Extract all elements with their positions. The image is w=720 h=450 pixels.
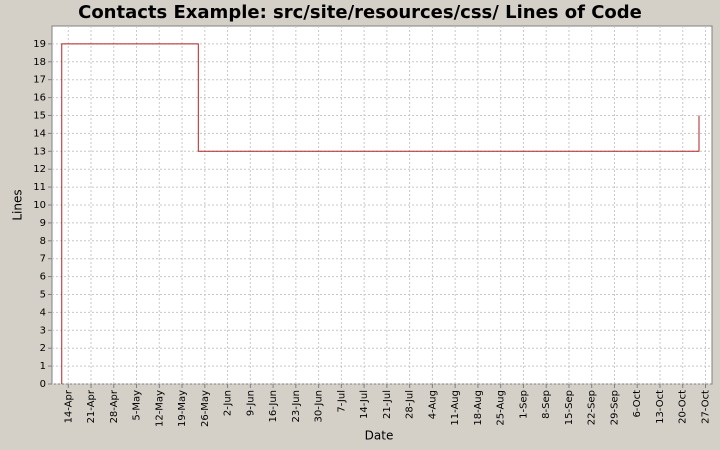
y-tick-label: 0 xyxy=(40,379,46,390)
x-axis-label: Date xyxy=(365,429,394,443)
y-tick-label: 11 xyxy=(33,182,46,193)
y-tick-label: 2 xyxy=(40,343,46,354)
y-tick-label: 14 xyxy=(33,128,46,139)
x-tick-label: 1-Sep xyxy=(518,390,529,419)
y-tick-label: 18 xyxy=(33,57,46,68)
x-tick-label: 6-Oct xyxy=(632,390,643,418)
y-tick-label: 5 xyxy=(40,290,46,301)
x-tick-label: 7-Jul xyxy=(336,390,347,413)
x-tick-label: 26-May xyxy=(200,390,211,427)
y-tick-label: 16 xyxy=(33,93,46,104)
x-tick-label: 11-Aug xyxy=(450,390,461,426)
x-tick-label: 21-Apr xyxy=(86,389,97,423)
y-tick-label: 15 xyxy=(33,111,46,122)
x-tick-label: 19-May xyxy=(177,390,188,427)
y-tick-label: 3 xyxy=(40,325,46,336)
x-tick-label: 27-Oct xyxy=(700,390,711,424)
x-tick-label: 22-Sep xyxy=(587,390,598,425)
y-tick-label: 17 xyxy=(33,75,46,86)
x-tick-label: 18-Aug xyxy=(473,390,484,426)
y-tick-label: 9 xyxy=(40,218,46,229)
x-tick-label: 14-Jul xyxy=(359,390,370,419)
y-tick-label: 12 xyxy=(33,164,46,175)
x-tick-label: 14-Apr xyxy=(63,389,74,423)
x-tick-label: 28-Apr xyxy=(109,389,120,423)
y-tick-label: 7 xyxy=(40,254,46,265)
x-tick-label: 4-Aug xyxy=(427,390,438,419)
y-tick-label: 10 xyxy=(33,200,46,211)
y-tick-label: 4 xyxy=(40,307,46,318)
y-tick-label: 6 xyxy=(40,272,46,283)
y-axis-label: Lines xyxy=(11,189,25,220)
x-tick-label: 20-Oct xyxy=(678,390,689,424)
chart-title: Contacts Example: src/site/resources/css… xyxy=(78,2,642,23)
x-tick-label: 16-Jun xyxy=(268,390,279,423)
x-tick-label: 5-May xyxy=(132,390,143,421)
x-tick-label: 23-Jun xyxy=(291,390,302,423)
x-tick-label: 8-Sep xyxy=(541,390,552,419)
x-tick-label: 12-May xyxy=(154,390,165,427)
x-tick-label: 13-Oct xyxy=(655,390,666,424)
y-tick-label: 1 xyxy=(40,361,46,372)
x-tick-label: 9-Jun xyxy=(245,390,256,416)
x-tick-label: 21-Jul xyxy=(382,390,393,419)
y-tick-label: 8 xyxy=(40,236,46,247)
x-tick-label: 15-Sep xyxy=(564,390,575,425)
data-line xyxy=(61,43,700,384)
x-tick-label: 2-Jun xyxy=(223,390,234,416)
y-tick-label: 19 xyxy=(33,39,46,50)
y-tick-label: 13 xyxy=(33,146,46,157)
x-tick-label: 29-Sep xyxy=(609,390,620,425)
x-tick-label: 25-Aug xyxy=(496,390,507,426)
x-tick-label: 30-Jun xyxy=(314,390,325,423)
x-tick-label: 28-Jul xyxy=(405,390,416,419)
